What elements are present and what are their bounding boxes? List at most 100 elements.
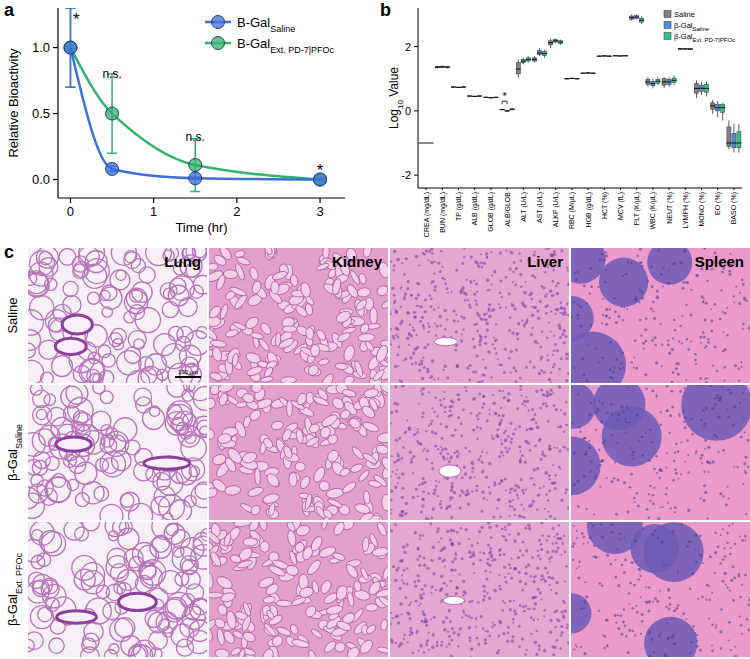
tissue-texture (597, 286, 599, 288)
x-tick (523, 188, 524, 190)
tissue-texture (28, 459, 41, 475)
tissue-texture (636, 255, 638, 257)
tissue-texture (286, 400, 292, 417)
tissue-texture (555, 408, 558, 411)
tissue-texture (472, 429, 474, 431)
tissue-texture (675, 367, 678, 370)
tissue-texture (529, 360, 532, 363)
tissue-texture (458, 453, 460, 455)
x-tick-label: ALT (U/L) (520, 192, 528, 222)
tissue-texture (184, 385, 195, 392)
tissue-texture (746, 300, 748, 302)
panel-label: a (4, 0, 15, 20)
tissue-texture (544, 471, 548, 475)
tissue-texture (657, 517, 660, 520)
tissue-texture (475, 323, 478, 326)
tissue-texture (483, 262, 486, 265)
tissue-texture (446, 318, 448, 320)
tissue-texture (209, 325, 219, 342)
box (554, 40, 558, 43)
tissue-texture (28, 493, 44, 518)
tissue-texture (412, 351, 415, 354)
tissue-texture (405, 257, 408, 260)
tissue-texture (489, 492, 492, 495)
tissue-texture (613, 367, 615, 369)
tissue-texture (413, 311, 416, 314)
tissue-texture (482, 395, 484, 397)
tissue-texture (539, 487, 541, 489)
tissue-texture (548, 478, 551, 481)
tissue-texture (157, 470, 183, 496)
tissue-texture (398, 437, 400, 439)
tissue-texture (511, 506, 513, 508)
tissue-texture (455, 314, 457, 316)
tissue-texture (412, 329, 415, 332)
tissue-texture (583, 284, 586, 287)
tissue-texture (439, 503, 442, 506)
tissue-texture (400, 510, 403, 513)
box-median (532, 59, 537, 60)
box (586, 72, 590, 74)
tissue-texture (726, 334, 729, 337)
tissue-texture (263, 248, 273, 256)
tissue-texture (543, 371, 546, 374)
tissue-texture (390, 498, 393, 501)
tissue-texture (195, 482, 207, 499)
tissue-texture (619, 367, 622, 370)
box (505, 110, 509, 112)
tissue-texture (544, 306, 547, 309)
tissue-texture (394, 386, 396, 388)
tissue-texture (494, 340, 496, 342)
tissue-texture (520, 478, 523, 481)
box (651, 81, 655, 86)
tissue-texture (44, 394, 56, 406)
tissue-texture (544, 508, 546, 510)
tissue-texture (463, 248, 465, 250)
tissue-texture (565, 335, 568, 338)
tissue-texture (101, 425, 112, 436)
tissue-texture (724, 348, 727, 351)
tissue-texture (488, 462, 491, 465)
box-median (505, 110, 510, 111)
tissue-texture (391, 455, 393, 457)
tissue-texture (30, 296, 54, 320)
tissue-texture (401, 472, 404, 475)
tissue-texture (521, 320, 523, 322)
tissue-texture (416, 305, 418, 307)
annotation: * (73, 10, 80, 29)
tissue-texture (464, 447, 467, 450)
tissue-texture (499, 515, 502, 518)
tissue-texture (499, 421, 502, 424)
box-median (602, 55, 607, 56)
tissue-texture (475, 283, 478, 286)
tissue-texture (703, 336, 706, 339)
tissue-texture (475, 300, 478, 303)
tissue-texture (473, 345, 477, 349)
box-median (477, 96, 482, 97)
tissue-texture (531, 313, 534, 316)
tissue-texture (61, 386, 83, 408)
tissue-texture (151, 496, 170, 515)
tissue-texture (435, 396, 438, 399)
tissue-texture (390, 490, 393, 493)
tissue-texture (424, 447, 426, 449)
tissue-texture (519, 273, 522, 276)
tissue-texture (412, 326, 414, 328)
box-median (493, 97, 498, 98)
tissue-image (571, 385, 750, 520)
tissue-texture (294, 304, 309, 319)
tissue-texture (380, 298, 388, 310)
tissue-texture (511, 331, 514, 334)
tissue-texture (702, 331, 704, 333)
tissue-texture (45, 457, 59, 471)
tissue-texture (719, 318, 722, 321)
tissue-texture (420, 511, 423, 514)
tissue-texture (210, 339, 227, 348)
tissue-texture (362, 420, 380, 433)
tissue-texture (463, 466, 466, 469)
tissue-texture (111, 328, 127, 344)
tissue-texture (742, 283, 745, 286)
box (624, 55, 628, 56)
tissue-texture (491, 437, 494, 440)
tissue-texture (428, 294, 431, 297)
